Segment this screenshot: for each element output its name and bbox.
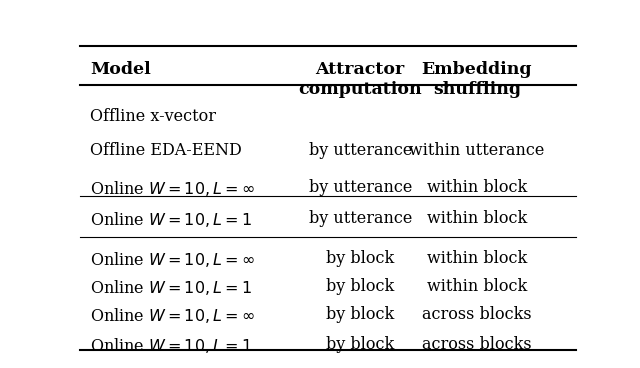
Text: by utterance: by utterance: [308, 179, 412, 196]
Text: by block: by block: [326, 336, 394, 353]
Text: Online $W=10, L=\infty$: Online $W=10, L=\infty$: [90, 306, 255, 325]
Text: Attractor
computation: Attractor computation: [298, 61, 422, 98]
Text: across blocks: across blocks: [422, 336, 532, 353]
Text: within block: within block: [427, 250, 527, 266]
Text: by block: by block: [326, 306, 394, 323]
Text: Embedding
shuffling: Embedding shuffling: [422, 61, 532, 98]
Text: across blocks: across blocks: [422, 306, 532, 323]
Text: Online $W=10, L=1$: Online $W=10, L=1$: [90, 210, 252, 229]
Text: Offline EDA-EEND: Offline EDA-EEND: [90, 142, 242, 159]
Text: Online $W=10, L=1$: Online $W=10, L=1$: [90, 278, 252, 297]
Text: Model: Model: [90, 61, 150, 78]
Text: within block: within block: [427, 210, 527, 227]
Text: within block: within block: [427, 179, 527, 196]
Text: by block: by block: [326, 278, 394, 295]
Text: by utterance: by utterance: [308, 210, 412, 227]
Text: Online $W=10, L=1$: Online $W=10, L=1$: [90, 336, 252, 355]
Text: within block: within block: [427, 278, 527, 295]
Text: within utterance: within utterance: [409, 142, 545, 159]
Text: by block: by block: [326, 250, 394, 266]
Text: Online $W=10, L=\infty$: Online $W=10, L=\infty$: [90, 250, 255, 269]
Text: by utterance: by utterance: [308, 142, 412, 159]
Text: Online $W=10, L=\infty$: Online $W=10, L=\infty$: [90, 179, 255, 198]
Text: Offline x-vector: Offline x-vector: [90, 108, 216, 125]
